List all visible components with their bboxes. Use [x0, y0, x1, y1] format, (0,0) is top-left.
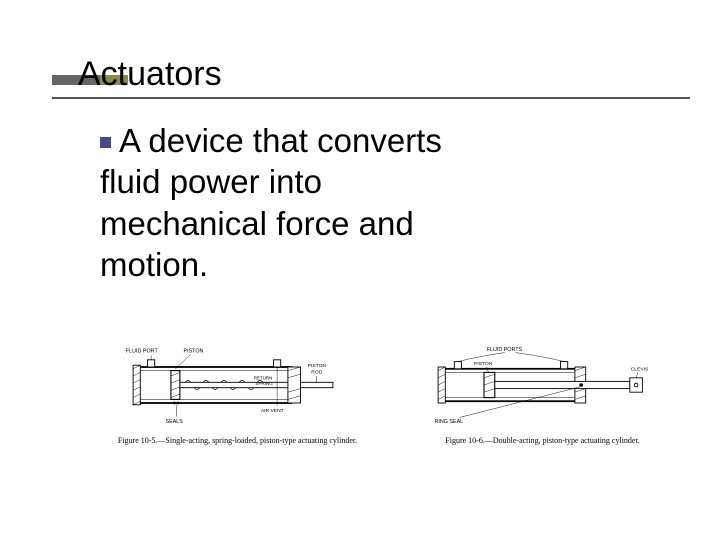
slide-title: Actuators — [70, 55, 680, 94]
body-line-3: mechanical force and — [100, 203, 680, 244]
label-fluid-port: FLUID PORT — [126, 349, 159, 355]
body-area: A device that converts fluid power into … — [100, 120, 680, 285]
figure-right: FLUID PORTS PISTON CLEVIS RING SEAL Figu… — [405, 340, 680, 446]
double-acting-cylinder-diagram: FLUID PORTS PISTON CLEVIS RING SEAL — [405, 340, 680, 430]
label-clevis: CLEVIS — [631, 367, 649, 373]
title-area: Actuators — [70, 55, 680, 94]
bullet-icon — [100, 137, 111, 148]
body-line-4: motion. — [100, 244, 680, 285]
label-fluid-ports: FLUID PORTS — [487, 347, 523, 353]
label-seals: SEALS — [166, 419, 184, 425]
figure-right-caption: Figure 10-6.—Double-acting, piston-type … — [445, 436, 639, 446]
label-piston-r: PISTON — [474, 361, 493, 367]
bullet-item: A device that converts fluid power into … — [100, 120, 680, 285]
body-line-2: fluid power into — [100, 161, 680, 202]
label-air-vent: AIR VENT — [261, 408, 284, 414]
label-piston-rod-2: ROD — [311, 369, 322, 375]
label-piston-rod-1: PISTON — [308, 363, 327, 369]
label-ring-seal: RING SEAL — [435, 419, 464, 425]
figure-left-caption: Figure 10-5.—Single-acting, spring-loade… — [118, 436, 357, 446]
figures-row: FLUID PORT PISTON PISTON ROD RETURN SPRI… — [100, 340, 680, 446]
label-piston: PISTON — [184, 349, 204, 355]
label-spring-2: SPRING — [256, 381, 274, 386]
label-spring-1: RETURN — [254, 376, 273, 381]
body-line-1: A device that converts — [119, 122, 442, 159]
single-acting-cylinder-diagram: FLUID PORT PISTON PISTON ROD RETURN SPRI… — [100, 340, 375, 430]
title-underline — [52, 97, 690, 99]
figure-left: FLUID PORT PISTON PISTON ROD RETURN SPRI… — [100, 340, 375, 446]
